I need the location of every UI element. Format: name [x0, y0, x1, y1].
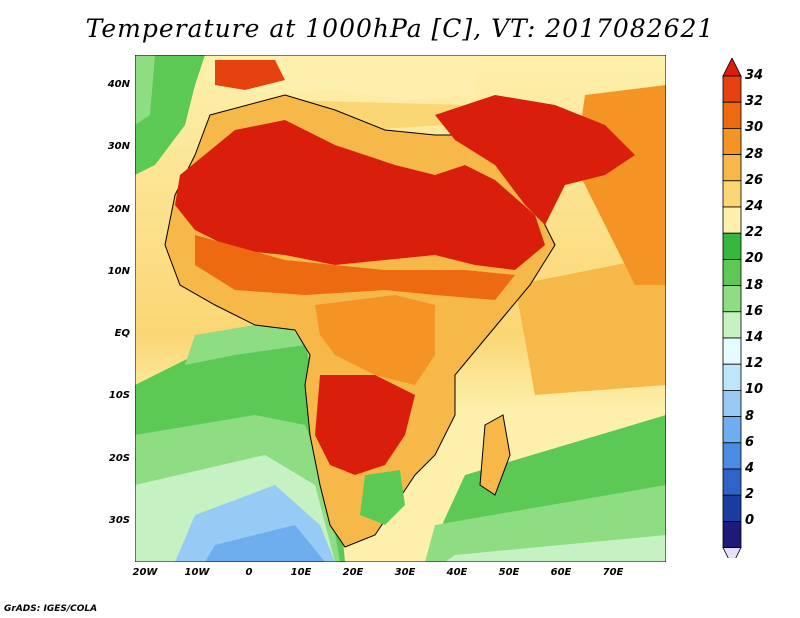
lon-label: 20W — [132, 567, 158, 578]
colorbar-swatch — [722, 154, 742, 182]
colorbar-swatch — [722, 58, 742, 77]
colorbar-swatch — [722, 494, 742, 522]
colorbar-label: 12 — [745, 356, 764, 372]
colorbar-label: 0 — [745, 513, 755, 529]
colorbar-swatch — [722, 363, 742, 391]
colorbar-swatch — [722, 416, 742, 444]
lon-label: 10E — [290, 567, 312, 578]
lat-label: 20S — [108, 453, 130, 464]
colorbar-swatch — [722, 520, 742, 548]
lon-label: 30E — [394, 567, 416, 578]
lon-label: 0 — [245, 567, 253, 578]
colorbar-label: 32 — [745, 94, 764, 110]
lat-label: 40N — [107, 79, 130, 90]
southern-africa-cool — [360, 470, 405, 525]
lon-label: 40E — [446, 567, 468, 578]
lat-label: EQ — [114, 328, 130, 339]
colorbar-label: 4 — [745, 461, 755, 476]
colorbar-label: 2 — [745, 487, 755, 503]
colorbar-label: 6 — [745, 434, 755, 450]
colorbar-swatch — [722, 206, 742, 234]
colorbar-swatch — [722, 285, 742, 313]
colorbar-label: 8 — [745, 408, 755, 424]
colorbar-label: 14 — [745, 330, 764, 345]
colorbar-swatch — [722, 547, 742, 558]
madagascar — [479, 414, 511, 496]
arabia-hot — [435, 95, 635, 225]
lat-label: 30N — [107, 141, 130, 152]
south-atlantic-deepblue — [205, 525, 325, 562]
colorbar-label: 24 — [745, 199, 764, 214]
central-africa-warm — [315, 295, 435, 385]
colorbar-swatch — [722, 468, 742, 496]
colorbar-swatch — [722, 337, 742, 365]
colorbar-swatch — [722, 180, 742, 208]
colorbar-label: 30 — [745, 120, 764, 136]
colorbar-swatch — [722, 101, 742, 129]
lon-label: 60E — [550, 567, 572, 578]
arabian-sea-warm — [515, 255, 666, 395]
southern-africa-hot — [315, 375, 415, 475]
colorbar-swatch — [722, 75, 742, 103]
colorbar-label: 16 — [745, 303, 764, 319]
colorbar-swatch — [722, 258, 742, 286]
lon-label: 20E — [342, 567, 364, 578]
lon-label: 10W — [184, 567, 210, 578]
colorbar-label: 34 — [745, 68, 764, 83]
colorbar-label: 10 — [745, 382, 764, 398]
atlantic-ne-band — [135, 55, 155, 125]
lat-label: 30S — [108, 515, 130, 526]
colorbar-swatch — [722, 128, 742, 156]
lat-label: 10N — [107, 266, 130, 277]
lon-label: 50E — [498, 567, 520, 578]
credit-text: GrADS: IGES/COLA — [4, 604, 98, 614]
temperature-map — [135, 55, 666, 562]
gulf-guinea-green — [185, 320, 305, 365]
colorbar-swatch — [722, 442, 742, 470]
colorbar-label: 28 — [745, 146, 764, 162]
colorbar-label: 22 — [745, 225, 764, 241]
colorbar-label: 18 — [745, 277, 764, 293]
indian-ocean-south-blue — [445, 535, 666, 562]
colorbar-swatch — [722, 311, 742, 339]
colorbar — [722, 58, 742, 558]
colorbar-label: 20 — [745, 251, 764, 267]
sahara-hot — [175, 120, 545, 270]
map-title: Temperature at 1000hPa [C], VT: 20170826… — [85, 14, 715, 43]
colorbar-swatch — [722, 232, 742, 260]
europe-hot — [215, 60, 285, 90]
colorbar-swatch — [722, 389, 742, 417]
lat-label: 10S — [108, 390, 130, 401]
lon-label: 70E — [602, 567, 624, 578]
sahara-mid — [195, 235, 515, 300]
colorbar-label: 26 — [745, 172, 764, 188]
lat-label: 20N — [107, 204, 130, 215]
